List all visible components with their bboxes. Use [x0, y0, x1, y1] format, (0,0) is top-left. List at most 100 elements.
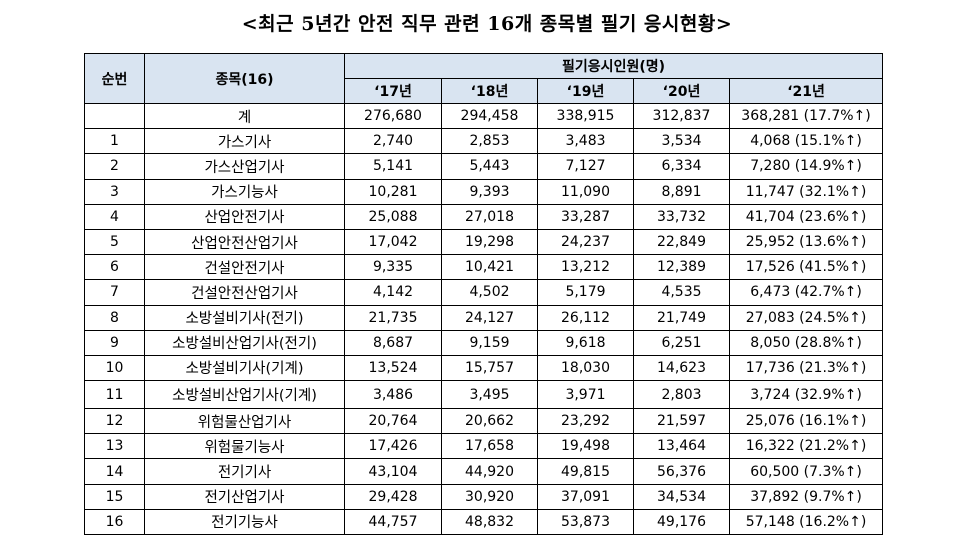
header-year-2021: ‘21년	[728, 78, 884, 104]
applicants-cell: 5,179	[537, 279, 634, 306]
applicants-cell: 9,393	[441, 178, 538, 205]
table-row: 9 소방설비산업기사(전기) 8,687 9,159 9,618 6,251 8,050 (…	[84, 329, 884, 356]
item-name: 전기산업기사	[144, 483, 345, 510]
applicants-cell: 19,498	[537, 433, 634, 460]
header-no: 순번	[84, 53, 145, 104]
applicants-cell: 20,764	[344, 408, 442, 435]
applicants-cell: 22,849	[633, 228, 730, 256]
applicants-cell: 26,112	[537, 304, 634, 331]
total-row: 계 276,680 294,458 338,915 312,837 368,281 (17…	[84, 102, 884, 130]
applicants-cell: 24,127	[441, 304, 538, 331]
row-number: 7	[84, 279, 145, 306]
applicants-cell: 3,483	[537, 128, 634, 155]
item-name: 위험물산업기사	[144, 408, 345, 435]
applicants-cell: 18,030	[537, 354, 634, 382]
row-number: 14	[84, 458, 145, 485]
applicants-cell: 25,952 (13.6%↑)	[728, 228, 884, 256]
table-row: 14 전기기사 43,104 44,920 49,815 56,376 60,500 (7.…	[84, 458, 884, 485]
item-name: 산업안전산업기사	[144, 228, 345, 256]
applicants-cell: 7,280 (14.9%↑)	[728, 153, 884, 180]
applicants-cell: 368,281 (17.7%↑)	[728, 102, 884, 130]
row-number: 5	[84, 228, 145, 256]
applicants-cell: 53,873	[537, 508, 634, 536]
row-number: 11	[84, 380, 145, 410]
item-name: 소방설비기사(전기)	[144, 304, 345, 331]
item-name: 소방설비산업기사(전기)	[144, 329, 345, 356]
applicants-cell: 17,042	[344, 228, 442, 256]
applicants-cell: 338,915	[537, 102, 634, 130]
applicants-cell: 3,971	[537, 380, 634, 410]
applicants-cell: 3,534	[633, 128, 730, 155]
applicants-cell: 2,803	[633, 380, 730, 410]
header-applicants-group: 필기응시인원(명)	[343, 53, 884, 79]
applicants-cell: 13,464	[633, 433, 730, 460]
row-number: 4	[84, 203, 145, 230]
row-number: 15	[84, 483, 145, 510]
applicants-cell: 16,322 (21.2%↑)	[728, 433, 884, 460]
applicants-cell: 13,524	[344, 354, 442, 382]
table-body: 계 276,680 294,458 338,915 312,837 368,281 (17…	[84, 102, 884, 536]
applicants-cell: 56,376	[633, 458, 730, 485]
applicants-cell: 10,281	[344, 178, 442, 205]
item-name: 계	[144, 102, 345, 130]
applicants-cell: 21,597	[633, 408, 730, 435]
item-name: 전기기능사	[144, 508, 345, 536]
applicants-cell: 6,473 (42.7%↑)	[728, 279, 884, 306]
header-item: 종목(16)	[144, 53, 345, 104]
applicants-cell: 7,127	[537, 153, 634, 180]
applicants-cell: 30,920	[441, 483, 538, 510]
header-year-2019: ‘19년	[537, 78, 634, 104]
applicants-cell: 6,251	[633, 329, 730, 356]
applicants-cell: 8,050 (28.8%↑)	[728, 329, 884, 356]
applicants-cell: 4,535	[633, 279, 730, 306]
item-name: 가스기사	[144, 128, 345, 155]
applicants-cell: 8,891	[633, 178, 730, 205]
table-row: 1 가스기사 2,740 2,853 3,483 3,534 4,068 (15.1%↑)	[84, 128, 884, 155]
row-number: 9	[84, 329, 145, 356]
row-number: 10	[84, 354, 145, 382]
applicants-cell: 9,335	[344, 254, 442, 281]
table-row: 13 위험물기능사 17,426 17,658 19,498 13,464 16,322 (…	[84, 433, 884, 460]
exam-applicants-table: 순번 종목(16) 필기응시인원(명) ‘17년 ‘18년 ‘19년 ‘20년 …	[84, 53, 884, 536]
item-name: 가스산업기사	[144, 153, 345, 180]
applicants-cell: 294,458	[441, 102, 538, 130]
item-name: 가스기능사	[144, 178, 345, 205]
applicants-cell: 37,091	[537, 483, 634, 510]
applicants-cell: 21,735	[344, 304, 442, 331]
table-row: 5 산업안전산업기사 17,042 19,298 24,237 22,849 25,952 …	[84, 228, 884, 256]
applicants-cell: 11,747 (32.1%↑)	[728, 178, 884, 205]
applicants-cell: 21,749	[633, 304, 730, 331]
item-name: 위험물기능사	[144, 433, 345, 460]
applicants-cell: 60,500 (7.3%↑)	[728, 458, 884, 485]
table-row: 6 건설안전기사 9,335 10,421 13,212 12,389 17,526 (41…	[84, 254, 884, 281]
applicants-cell: 17,526 (41.5%↑)	[728, 254, 884, 281]
applicants-cell: 17,658	[441, 433, 538, 460]
applicants-cell: 5,443	[441, 153, 538, 180]
applicants-cell: 44,757	[344, 508, 442, 536]
applicants-cell: 19,298	[441, 228, 538, 256]
header-year-2017: ‘17년	[344, 78, 442, 104]
applicants-cell: 3,724 (32.9%↑)	[728, 380, 884, 410]
table-row: 10 소방설비기사(기계) 13,524 15,757 18,030 14,623 17,7…	[84, 354, 884, 382]
applicants-cell: 25,088	[344, 203, 442, 230]
applicants-cell: 25,076 (16.1%↑)	[728, 408, 884, 435]
applicants-cell: 49,815	[537, 458, 634, 485]
applicants-cell: 276,680	[344, 102, 442, 130]
applicants-cell: 24,237	[537, 228, 634, 256]
applicants-cell: 3,495	[441, 380, 538, 410]
row-number: 13	[84, 433, 145, 460]
table-row: 8 소방설비기사(전기) 21,735 24,127 26,112 21,749 27,08…	[84, 304, 884, 331]
applicants-cell: 33,287	[537, 203, 634, 230]
applicants-cell: 2,740	[344, 128, 442, 155]
applicants-cell: 43,104	[344, 458, 442, 485]
applicants-cell: 9,159	[441, 329, 538, 356]
applicants-cell: 3,486	[344, 380, 442, 410]
applicants-cell: 9,618	[537, 329, 634, 356]
applicants-cell: 6,334	[633, 153, 730, 180]
applicants-cell: 14,623	[633, 354, 730, 382]
applicants-cell: 29,428	[344, 483, 442, 510]
item-name: 건설안전산업기사	[144, 279, 345, 306]
applicants-cell: 20,662	[441, 408, 538, 435]
item-name: 소방설비기사(기계)	[144, 354, 345, 382]
header-year-2020: ‘20년	[633, 78, 730, 104]
